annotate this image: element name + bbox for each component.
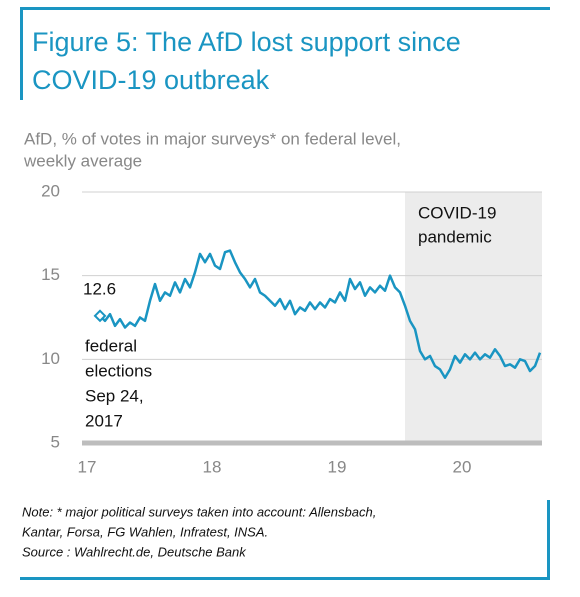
x-tick-label: 19 xyxy=(328,457,347,476)
data-line xyxy=(99,249,542,379)
subtitle: AfD, % of votes in major surveys* on fed… xyxy=(24,129,401,148)
y-tick-label: 5 xyxy=(51,432,60,451)
value-label: 12.6 xyxy=(83,279,116,298)
annotation: federal xyxy=(85,336,137,355)
top-border xyxy=(20,7,550,10)
y-tick-label: 15 xyxy=(41,265,60,284)
x-tick-label: 18 xyxy=(203,457,222,476)
shade-label: COVID-19 xyxy=(418,203,496,222)
left-bar xyxy=(20,7,23,100)
shaded-region xyxy=(405,192,542,443)
frame xyxy=(20,7,550,580)
annotation: elections xyxy=(85,361,152,380)
y-tick-label: 10 xyxy=(41,349,60,368)
bottom-border xyxy=(20,577,550,580)
right-bar xyxy=(547,500,550,580)
chart-title: Figure 5: The AfD lost support since xyxy=(32,27,461,57)
annotation: Sep 24, xyxy=(85,386,144,405)
annotation: 2017 xyxy=(85,411,123,430)
y-tick-label: 20 xyxy=(41,181,60,200)
start-marker xyxy=(93,309,107,323)
subtitle: weekly average xyxy=(23,151,142,170)
x-tick-label: 20 xyxy=(453,457,472,476)
note: Note: * major political surveys taken in… xyxy=(22,504,376,519)
chart-title: COVID-19 outbreak xyxy=(32,65,270,95)
note: Kantar, Forsa, FG Wahlen, Infratest, INS… xyxy=(22,524,268,539)
shade-label: pandemic xyxy=(418,227,492,246)
note: Source : Wahlrecht.de, Deutsche Bank xyxy=(22,544,247,559)
x-tick-label: 17 xyxy=(78,457,97,476)
